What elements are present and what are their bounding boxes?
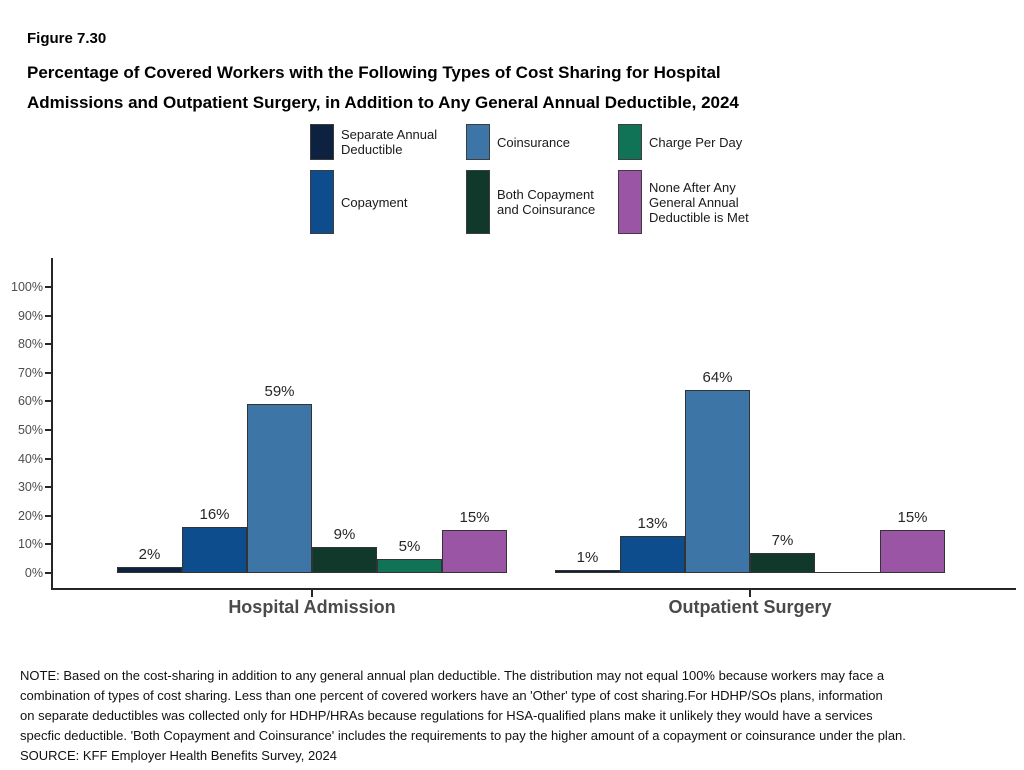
y-tick-mark bbox=[45, 314, 52, 317]
y-axis-line bbox=[51, 258, 53, 588]
bar-value-label: 7% bbox=[771, 532, 794, 549]
legend-item-copayment: Copayment bbox=[310, 170, 466, 234]
legend-row: Separate Annual Deductible Coinsurance C… bbox=[310, 124, 788, 160]
bar-value-label: 9% bbox=[333, 526, 356, 543]
legend-label: Coinsurance bbox=[497, 134, 570, 150]
bar-value-label: 15% bbox=[459, 509, 490, 526]
y-tick-mark bbox=[45, 514, 52, 517]
x-axis-label-hospital-admission: Hospital Admission bbox=[228, 597, 396, 617]
bar-value-label: 15% bbox=[897, 509, 928, 526]
legend-item-coinsurance: Coinsurance bbox=[466, 124, 618, 160]
y-tick-label: 100% bbox=[11, 280, 43, 294]
note-line: NOTE: Based on the cost-sharing in addit… bbox=[20, 668, 885, 683]
bar-value-label: 13% bbox=[637, 515, 668, 532]
legend-label: Copayment bbox=[341, 194, 408, 210]
y-tick-mark bbox=[45, 343, 52, 346]
bar-hospital-admission-none-after-any-general-annual-deductible-is-met bbox=[442, 530, 507, 573]
y-tick-label: 70% bbox=[17, 365, 43, 380]
bar-value-label: 2% bbox=[138, 546, 161, 563]
y-tick-mark bbox=[45, 400, 52, 403]
bar-value-label: 59% bbox=[264, 383, 295, 400]
y-tick-mark bbox=[45, 486, 52, 489]
y-tick-label: 90% bbox=[17, 308, 43, 323]
legend-item-none-after-deductible-met: None After Any General Annual Deductible… bbox=[618, 170, 788, 234]
bar-outpatient-surgery-coinsurance bbox=[685, 390, 750, 573]
bar-hospital-admission-coinsurance bbox=[247, 404, 312, 573]
legend-swatch-separate-annual-deductible bbox=[310, 124, 334, 160]
y-tick-label: 0% bbox=[24, 566, 43, 580]
y-tick-label: 10% bbox=[17, 537, 43, 552]
legend-item-separate-annual-deductible: Separate Annual Deductible bbox=[310, 124, 466, 160]
legend-label: Charge Per Day bbox=[649, 134, 743, 150]
y-tick-label: 20% bbox=[17, 508, 43, 523]
x-tick-mark bbox=[311, 590, 313, 597]
legend-item-both-copayment-and-coinsurance: Both Copayment and Coinsurance bbox=[466, 170, 618, 234]
legend-swatch-copayment bbox=[310, 170, 334, 234]
y-tick-mark bbox=[45, 429, 52, 431]
legend-swatch-charge-per-day bbox=[618, 124, 642, 160]
y-tick-mark bbox=[45, 286, 52, 288]
y-tick-label: 40% bbox=[17, 451, 43, 466]
y-tick-mark bbox=[45, 371, 52, 374]
x-axis-line bbox=[51, 588, 1016, 590]
bar-value-label: 16% bbox=[199, 506, 230, 523]
chart-title-line-1: Percentage of Covered Workers with the F… bbox=[27, 63, 721, 82]
legend: Separate Annual Deductible Coinsurance C… bbox=[310, 124, 788, 234]
source-line: SOURCE: KFF Employer Health Benefits Sur… bbox=[20, 748, 337, 763]
figure-number: Figure 7.30 bbox=[27, 30, 107, 47]
y-tick-label: 30% bbox=[17, 480, 43, 495]
bar-value-label: 64% bbox=[702, 369, 733, 386]
y-tick-mark bbox=[45, 543, 52, 546]
chart-title-line-2: Admissions and Outpatient Surgery, in Ad… bbox=[27, 93, 739, 112]
legend-swatch-none-after-deductible-met bbox=[618, 170, 642, 234]
bar-value-label: 5% bbox=[398, 538, 421, 555]
bar-hospital-admission-charge-per-day bbox=[377, 559, 442, 573]
legend-swatch-coinsurance bbox=[466, 124, 490, 160]
plot-area: 0% 10% 20% 30% 40% 50% 60% 70% 80% 90% 100% 2% 16% 59… bbox=[0, 253, 1024, 633]
legend-item-charge-per-day: Charge Per Day bbox=[618, 124, 788, 160]
note-line: specfic deductible. 'Both Copayment and … bbox=[20, 728, 906, 743]
bar-outpatient-surgery-separate-annual-deductible bbox=[555, 570, 620, 573]
y-tick-label: 50% bbox=[17, 423, 43, 437]
note-line: combination of types of cost sharing. Le… bbox=[20, 688, 883, 703]
y-tick-label: 80% bbox=[17, 337, 43, 352]
y-tick-mark bbox=[45, 572, 52, 574]
note-block: NOTE: Based on the cost-sharing in addit… bbox=[20, 666, 906, 766]
bar-zero-charge-per-day bbox=[815, 572, 880, 573]
legend-label: None After Any General Annual Deductible… bbox=[649, 179, 749, 225]
chart-title: Percentage of Covered Workers with the F… bbox=[27, 58, 739, 118]
x-tick-mark bbox=[749, 590, 751, 597]
bar-hospital-admission-copayment bbox=[182, 527, 247, 573]
legend-label: Separate Annual Deductible bbox=[341, 127, 438, 157]
y-tick-mark bbox=[45, 457, 52, 460]
note-line: on separate deductibles was collected on… bbox=[20, 708, 873, 723]
y-tick-label: 60% bbox=[17, 394, 43, 409]
bar-hospital-admission-separate-annual-deductible bbox=[117, 567, 182, 573]
bar-value-label: 1% bbox=[576, 549, 599, 566]
legend-row: Copayment Both Copayment and Coinsurance… bbox=[310, 170, 788, 234]
bar-outpatient-surgery-none-after-any-general-annual-deductible-is-met bbox=[880, 530, 945, 573]
bar-outpatient-surgery-copayment bbox=[620, 536, 685, 573]
legend-label: Both Copayment and Coinsurance bbox=[497, 187, 596, 217]
legend-swatch-both-copayment-and-coinsurance bbox=[466, 170, 490, 234]
bar-hospital-admission-both-copayment-and-coinsurance bbox=[312, 547, 377, 573]
bar-outpatient-surgery-both-copayment-and-coinsurance bbox=[750, 553, 815, 573]
x-axis-label-outpatient-surgery: Outpatient Surgery bbox=[668, 597, 832, 617]
